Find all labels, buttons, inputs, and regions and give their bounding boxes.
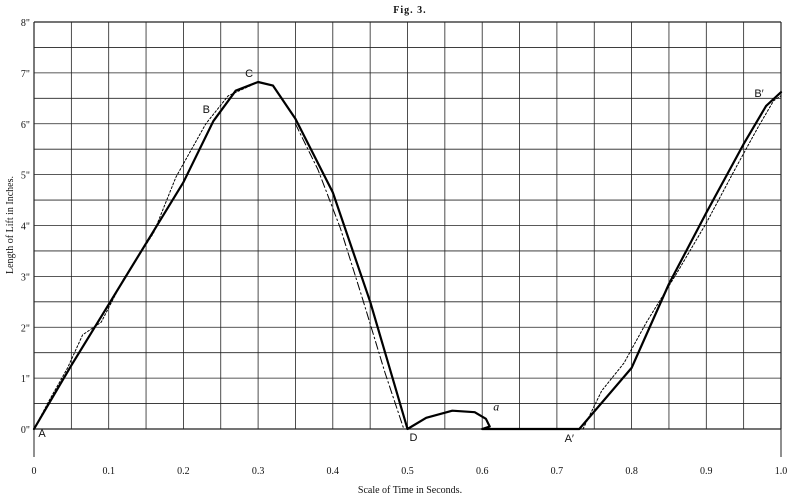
x-tick-label: 0.8: [625, 466, 638, 477]
point-label-b-prime: B′: [754, 88, 763, 100]
grid: [33, 21, 782, 457]
chart-title: Fig. 3.: [393, 5, 426, 16]
x-tick-label: 1.0: [775, 466, 787, 477]
series-lines: [32, 80, 783, 431]
y-tick-label: 8": [21, 18, 30, 29]
x-tick-label: 0.1: [102, 466, 115, 477]
y-axis-label: Length of Lift in Inches.: [5, 176, 16, 274]
y-tick-label: 2": [21, 323, 30, 334]
x-tick-label: 0.2: [177, 466, 190, 477]
series-line-dotted: [33, 85, 252, 430]
y-axis-ticks: 0" 1" 2" 3" 4" 5" 6" 7" 8": [21, 18, 30, 436]
y-tick-label: 1": [21, 374, 30, 385]
x-axis-ticks: 0 0.1 0.2 0.3 0.4 0.5 0.6 0.7 0.8 0.9 1.0: [32, 466, 787, 477]
point-label-d: D: [410, 432, 418, 444]
point-annotations: A B C Da A′ B′: [38, 68, 763, 445]
y-tick-label: 4": [21, 222, 30, 233]
y-tick-label: 7": [21, 69, 30, 80]
point-label-b: B: [203, 104, 210, 116]
x-axis-label: Scale of Time in Seconds.: [358, 485, 462, 495]
x-tick-label: 0.6: [476, 466, 489, 477]
series-line-dotted: [582, 95, 782, 430]
point-label-a-italic: a: [493, 399, 499, 413]
x-tick-label: 0.4: [327, 466, 340, 477]
x-tick-label: 0.7: [551, 466, 564, 477]
point-label-a-prime: A′: [565, 433, 574, 445]
x-tick-label: 0: [32, 466, 37, 477]
y-tick-label: 0": [21, 425, 30, 436]
y-tick-label: 5": [21, 171, 30, 182]
y-tick-label: 3": [21, 272, 30, 283]
y-tick-label: 6": [21, 120, 30, 131]
x-tick-label: 0.5: [401, 466, 414, 477]
series-line-solid: [32, 80, 783, 431]
x-tick-label: 0.3: [252, 466, 265, 477]
x-tick-label: 0.9: [700, 466, 713, 477]
point-label-a: A: [38, 428, 46, 440]
point-label-c: C: [245, 68, 253, 80]
series-line-dashdot: [294, 123, 405, 430]
